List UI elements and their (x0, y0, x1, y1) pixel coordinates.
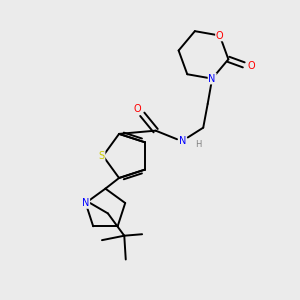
Text: O: O (133, 104, 141, 114)
Text: N: N (82, 198, 89, 208)
Text: N: N (179, 136, 186, 146)
Text: N: N (208, 74, 216, 84)
Text: O: O (248, 61, 255, 71)
Text: H: H (195, 140, 201, 149)
Text: O: O (216, 31, 224, 40)
Text: S: S (98, 151, 105, 161)
